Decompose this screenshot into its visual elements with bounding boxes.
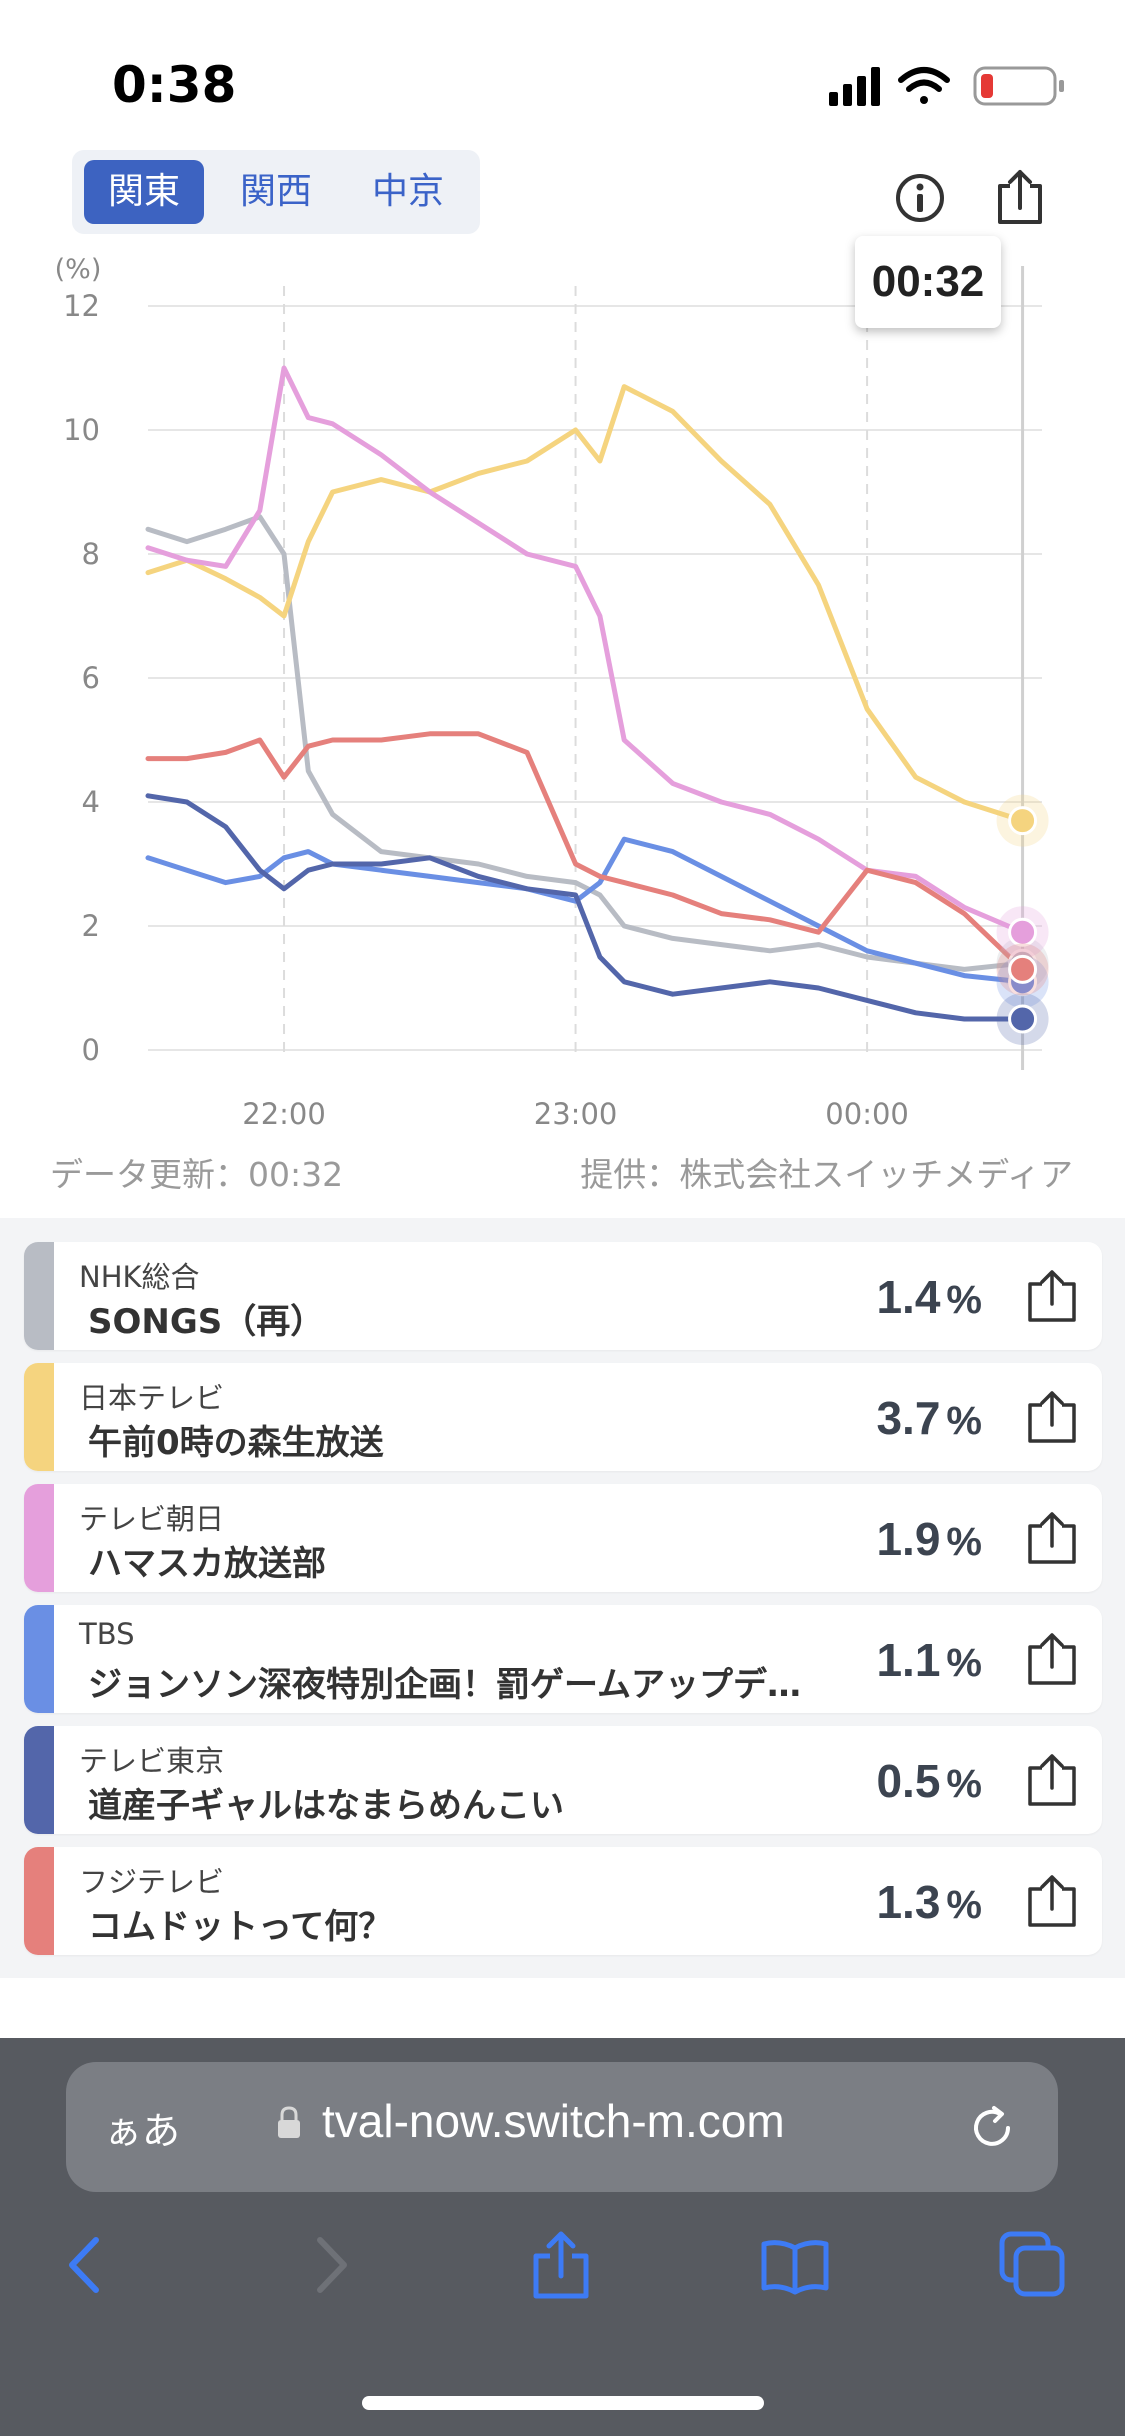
channel-card-tv-asahi[interactable]: テレビ朝日 ハマスカ放送部 1.9% xyxy=(24,1484,1102,1592)
rating-value: 1.9% xyxy=(876,1513,982,1565)
info-icon[interactable] xyxy=(890,168,950,228)
y-tick-label: 6 xyxy=(82,661,100,695)
series-line-3 xyxy=(145,836,1026,985)
channel-name: テレビ朝日 xyxy=(79,1502,225,1536)
share-icon[interactable] xyxy=(1024,1389,1080,1445)
series-line-2 xyxy=(145,365,1026,935)
series-line-4 xyxy=(145,793,1026,1022)
ratings-chart[interactable]: (%) 0 2 4 6 8 10 12 22:00 23:00 00:00 xyxy=(0,230,1125,1210)
y-tick-label: 2 xyxy=(82,909,100,943)
series-marker-1 xyxy=(1008,806,1038,836)
battery-icon xyxy=(973,66,1064,106)
tab-chukyo[interactable]: 中京 xyxy=(371,171,444,212)
tab-kanto[interactable]: 関東 xyxy=(84,160,204,224)
channel-name: TBS xyxy=(79,1617,135,1651)
series-marker-4 xyxy=(1008,1004,1038,1034)
x-tick-label: 23:00 xyxy=(534,1097,618,1131)
channel-color-bar xyxy=(24,1726,54,1834)
y-tick-label: 4 xyxy=(82,785,100,819)
rating-value: 1.3% xyxy=(876,1876,982,1928)
lock-icon xyxy=(278,2106,300,2138)
status-icons xyxy=(829,66,1064,106)
wifi-icon xyxy=(898,67,950,104)
share-icon[interactable] xyxy=(1024,1510,1080,1566)
status-time: 0:38 xyxy=(112,56,237,114)
channel-name: テレビ東京 xyxy=(79,1744,225,1778)
home-indicator xyxy=(362,2396,764,2410)
signal-icon xyxy=(829,67,880,106)
y-tick-label: 0 xyxy=(82,1033,100,1067)
series-line-1 xyxy=(145,384,1026,824)
channel-color-bar xyxy=(24,1242,54,1350)
time-badge: 00:32 xyxy=(855,236,1001,328)
program-title: 道産子ギャルはなまらめんこい xyxy=(88,1786,564,1826)
address-bar[interactable] xyxy=(66,2062,1058,2192)
program-title: ハマスカ放送部 xyxy=(88,1544,326,1584)
share-icon[interactable] xyxy=(1024,1631,1080,1687)
channel-color-bar xyxy=(24,1847,54,1955)
data-updated-label: データ更新：00:32 xyxy=(50,1155,344,1194)
tabs-icon[interactable] xyxy=(998,2230,1068,2300)
program-title: 午前0時の森生放送 xyxy=(88,1423,384,1463)
channel-name: 日本テレビ xyxy=(79,1381,225,1415)
share-icon[interactable] xyxy=(1024,1752,1080,1808)
y-tick-label: 8 xyxy=(82,537,100,571)
program-title: ジョンソン深夜特別企画！罰ゲームアップデ… xyxy=(88,1665,801,1705)
program-title: SONGS（再） xyxy=(88,1302,325,1342)
bookmarks-icon[interactable] xyxy=(760,2230,830,2300)
series-marker-2 xyxy=(1008,917,1038,947)
forward-icon[interactable] xyxy=(294,2230,364,2300)
share-icon[interactable] xyxy=(1024,1873,1080,1929)
channel-card-nhk[interactable]: NHK総合 SONGS（再） 1.4% xyxy=(24,1242,1102,1350)
x-tick-label: 00:00 xyxy=(825,1097,909,1131)
share-icon[interactable] xyxy=(526,2230,596,2300)
channel-card-ntv[interactable]: 日本テレビ 午前0時の森生放送 3.7% xyxy=(24,1363,1102,1471)
region-tabs: 関東 関西 中京 xyxy=(72,150,480,234)
series-line-5 xyxy=(145,731,1026,972)
y-axis-unit-label: (%) xyxy=(55,254,102,285)
channel-color-bar xyxy=(24,1363,54,1471)
reload-icon[interactable] xyxy=(964,2100,1020,2156)
share-icon[interactable] xyxy=(1024,1268,1080,1324)
url-text[interactable]: tval-now.switch-m.com xyxy=(322,2095,785,2147)
share-icon[interactable] xyxy=(990,168,1050,228)
y-tick-label: 12 xyxy=(63,289,100,323)
rating-value: 0.5% xyxy=(876,1755,982,1807)
back-icon[interactable] xyxy=(52,2230,122,2300)
tab-kansai[interactable]: 関西 xyxy=(239,171,312,212)
program-title: コムドットって何？ xyxy=(88,1907,393,1947)
series-marker-5 xyxy=(1008,954,1038,984)
rating-value: 3.7% xyxy=(876,1392,982,1444)
channel-card-tv-tokyo[interactable]: テレビ東京 道産子ギャルはなまらめんこい 0.5% xyxy=(24,1726,1102,1834)
channel-name: NHK総合 xyxy=(79,1260,200,1294)
series-line-0 xyxy=(145,514,1026,972)
y-tick-label: 10 xyxy=(63,413,100,447)
channel-color-bar xyxy=(24,1605,54,1713)
reader-options-button[interactable]: ぁあ xyxy=(104,2109,181,2153)
channel-name: フジテレビ xyxy=(79,1865,225,1899)
channel-card-tbs[interactable]: TBS ジョンソン深夜特別企画！罰ゲームアップデ… 1.1% xyxy=(24,1605,1102,1713)
channel-card-fuji[interactable]: フジテレビ コムドットって何？ 1.3% xyxy=(24,1847,1102,1955)
channel-color-bar xyxy=(24,1484,54,1592)
rating-value: 1.4% xyxy=(876,1271,982,1323)
data-provider-label: 提供：株式会社スイッチメディア xyxy=(580,1155,1073,1194)
x-tick-label: 22:00 xyxy=(242,1097,326,1131)
rating-value: 1.1% xyxy=(876,1634,982,1686)
